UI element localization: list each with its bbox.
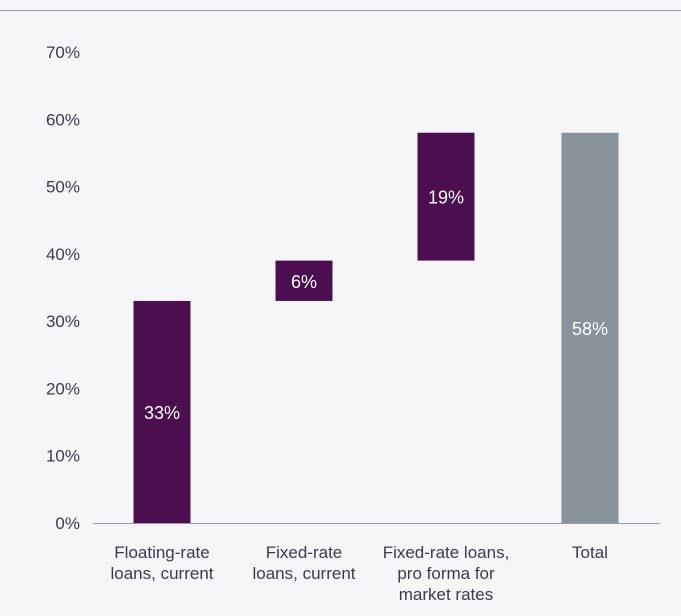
y-tick-label: 20% (46, 379, 80, 398)
x-category-label: pro forma for (397, 564, 495, 583)
bar-4 (561, 132, 619, 523)
data-label: 33% (144, 403, 180, 423)
data-label: 6% (291, 272, 317, 292)
y-tick-label: 50% (46, 178, 80, 197)
x-category-label: loans, current (253, 564, 356, 583)
y-tick-label: 10% (46, 447, 80, 466)
data-label: 58% (572, 319, 608, 339)
top-divider (0, 10, 681, 11)
y-tick-label: 60% (46, 110, 80, 129)
y-tick-label: 40% (46, 245, 80, 264)
y-tick-label: 0% (55, 514, 80, 533)
bar-1 (133, 300, 191, 523)
x-category-label: Fixed-rate loans, (383, 543, 510, 562)
x-category-label: loans, current (111, 564, 214, 583)
x-category-label: market rates (399, 585, 493, 604)
y-tick-label: 30% (46, 312, 80, 331)
x-category-label: Total (572, 543, 608, 562)
data-label: 19% (428, 188, 464, 208)
x-category-label: Fixed-rate (266, 543, 343, 562)
bar-2 (275, 260, 333, 301)
x-category-label: Floating-rate (114, 543, 209, 562)
bar-3 (417, 132, 475, 261)
y-tick-label: 70% (46, 43, 80, 62)
